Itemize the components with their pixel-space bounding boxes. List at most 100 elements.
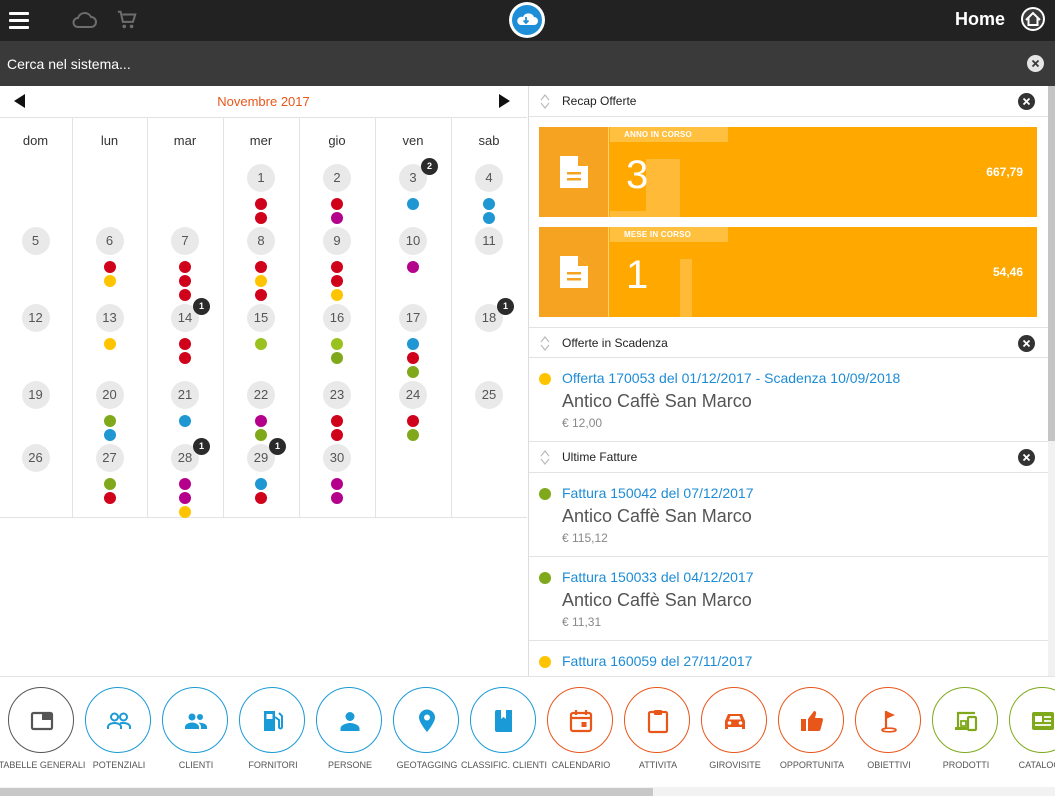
item-title-link[interactable]: Fattura 160059 del 27/11/2017 bbox=[562, 653, 753, 669]
day-number: 6 bbox=[95, 227, 124, 255]
event-dot-green bbox=[103, 415, 116, 427]
sort-handle-icon[interactable] bbox=[540, 450, 550, 465]
calendar-column-divider bbox=[375, 118, 376, 518]
close-icon[interactable] bbox=[1018, 449, 1035, 466]
calendar-day[interactable]: 29 1 bbox=[223, 438, 299, 504]
day-number: 20 bbox=[95, 381, 124, 409]
cart-icon[interactable] bbox=[116, 9, 138, 31]
bottom-scrollbar[interactable] bbox=[0, 787, 1055, 796]
calendar-day[interactable]: 14 1 bbox=[147, 298, 223, 364]
nav-button-circle[interactable] bbox=[624, 687, 690, 753]
calendar-day[interactable]: 2 bbox=[299, 164, 375, 224]
app-logo[interactable] bbox=[509, 2, 545, 38]
recap-card-mese[interactable]: MESE IN CORSO 1 54,46 bbox=[539, 227, 1037, 317]
cloud-icon[interactable] bbox=[71, 10, 97, 30]
nav-button-circle[interactable] bbox=[85, 687, 151, 753]
nav-button-circle[interactable] bbox=[162, 687, 228, 753]
golf-flag-icon bbox=[881, 711, 897, 733]
day-number: 27 bbox=[95, 444, 124, 472]
panel-scrollbar-thumb[interactable] bbox=[1048, 86, 1055, 441]
calendar-day[interactable]: 17 bbox=[375, 304, 451, 378]
sort-handle-icon[interactable] bbox=[540, 336, 550, 351]
calendar-day[interactable]: 30 bbox=[299, 444, 375, 504]
menu-icon[interactable] bbox=[9, 12, 29, 29]
section-title: Ultime Fatture bbox=[562, 450, 638, 464]
close-icon[interactable] bbox=[1018, 335, 1035, 352]
recap-card-anno[interactable]: ANNO IN CORSO 3 667,79 bbox=[539, 127, 1037, 217]
weekday-label: mer bbox=[249, 133, 273, 148]
nav-button-circle[interactable] bbox=[316, 687, 382, 753]
calendar-day[interactable]: 8 bbox=[223, 227, 299, 301]
calendar-day[interactable]: 24 bbox=[375, 381, 451, 441]
event-dot-red bbox=[331, 198, 343, 210]
recap-bar bbox=[610, 211, 646, 217]
list-item[interactable]: Offerta 170053 del 01/12/2017 - Scadenza… bbox=[529, 358, 1048, 442]
calendar-day[interactable]: 16 bbox=[299, 304, 375, 364]
home-icon[interactable] bbox=[1020, 6, 1046, 32]
calendar-day[interactable]: 5 bbox=[0, 227, 74, 287]
calendar-day[interactable]: 10 bbox=[375, 227, 451, 287]
close-icon[interactable] bbox=[1018, 93, 1035, 110]
nav-button-label: OBIETTIVI bbox=[867, 760, 911, 770]
calendar-day[interactable]: 9 bbox=[299, 227, 375, 301]
nav-button-label: CLASSIFIC. CLIENTI bbox=[460, 760, 548, 770]
item-title-link[interactable]: Offerta 170053 del 01/12/2017 - Scadenza… bbox=[562, 370, 901, 386]
nav-button-circle[interactable] bbox=[8, 687, 74, 753]
sort-handle-icon[interactable] bbox=[540, 94, 550, 109]
nav-button-circle[interactable] bbox=[547, 687, 613, 753]
calendar-day[interactable]: 20 bbox=[72, 381, 148, 441]
nav-button-circle[interactable] bbox=[1009, 687, 1055, 753]
list-item[interactable]: Fattura 160059 del 27/11/2017 Antico Caff… bbox=[529, 641, 1048, 676]
previous-month-icon[interactable] bbox=[14, 94, 25, 108]
event-dot-green bbox=[103, 478, 116, 490]
next-month-icon[interactable] bbox=[499, 94, 510, 108]
catalog-icon bbox=[1032, 712, 1054, 730]
calendar-day[interactable]: 22 bbox=[223, 381, 299, 441]
calendar-day[interactable]: 19 bbox=[0, 381, 74, 441]
calendar-day[interactable]: 27 bbox=[72, 444, 148, 504]
event-dot-yellow bbox=[255, 275, 267, 287]
nav-button-circle[interactable] bbox=[855, 687, 921, 753]
nav-button-circle[interactable] bbox=[239, 687, 305, 753]
calendar-day[interactable]: 11 bbox=[451, 227, 527, 287]
recap-card-amount: 667,79 bbox=[986, 165, 1023, 179]
list-item[interactable]: Fattura 150033 del 04/12/2017 Antico Caff… bbox=[529, 557, 1048, 641]
day-number: 9 bbox=[323, 227, 351, 255]
event-dot-lime bbox=[331, 338, 343, 350]
search-input[interactable] bbox=[0, 41, 1010, 86]
bottom-scrollbar-thumb[interactable] bbox=[0, 788, 653, 796]
nav-button-circle[interactable] bbox=[393, 687, 459, 753]
calendar-day[interactable]: 13 bbox=[72, 304, 148, 364]
event-dot-red bbox=[407, 352, 419, 364]
nav-button-label: POTENZIALI bbox=[92, 760, 146, 770]
clear-search-icon[interactable] bbox=[1027, 55, 1044, 72]
nav-button-circle[interactable] bbox=[701, 687, 767, 753]
nav-button-circle[interactable] bbox=[470, 687, 536, 753]
panel-scrollbar[interactable] bbox=[1048, 86, 1055, 676]
event-dot-blue bbox=[103, 429, 116, 441]
calendar-day[interactable]: 12 bbox=[0, 304, 74, 364]
calendar-day[interactable]: 7 bbox=[147, 227, 223, 301]
calendar-day[interactable]: 18 1 bbox=[451, 298, 527, 364]
item-title-link[interactable]: Fattura 150042 del 07/12/2017 bbox=[562, 485, 754, 501]
nav-button-label: CALENDARIO bbox=[551, 760, 611, 770]
bottom-nav: TABELLE GENERALI POTENZIALI CLIENTI FORNITO… bbox=[0, 676, 1055, 796]
calendar-day[interactable]: 6 bbox=[72, 227, 148, 287]
event-dot-red bbox=[255, 289, 267, 301]
item-title-link[interactable]: Fattura 150033 del 04/12/2017 bbox=[562, 569, 754, 585]
calendar-day[interactable]: 25 bbox=[451, 381, 527, 441]
calendar-day[interactable]: 23 bbox=[299, 381, 375, 441]
calendar-day[interactable]: 21 bbox=[147, 381, 223, 441]
nav-button-circle[interactable] bbox=[932, 687, 998, 753]
calendar-day[interactable]: 28 1 bbox=[147, 438, 223, 518]
list-item[interactable]: Fattura 150042 del 07/12/2017 Antico Caff… bbox=[529, 473, 1048, 557]
calendar-day[interactable]: 15 bbox=[223, 304, 299, 364]
calendar-day[interactable]: 4 bbox=[451, 164, 527, 224]
calendar-day[interactable]: 26 bbox=[0, 444, 74, 504]
nav-button-label: CATALOGO bbox=[1018, 760, 1055, 770]
nav-button-circle[interactable] bbox=[778, 687, 844, 753]
calendar-day[interactable]: 1 bbox=[223, 164, 299, 224]
person-icon bbox=[340, 712, 360, 731]
day-number: 30 bbox=[323, 444, 351, 472]
